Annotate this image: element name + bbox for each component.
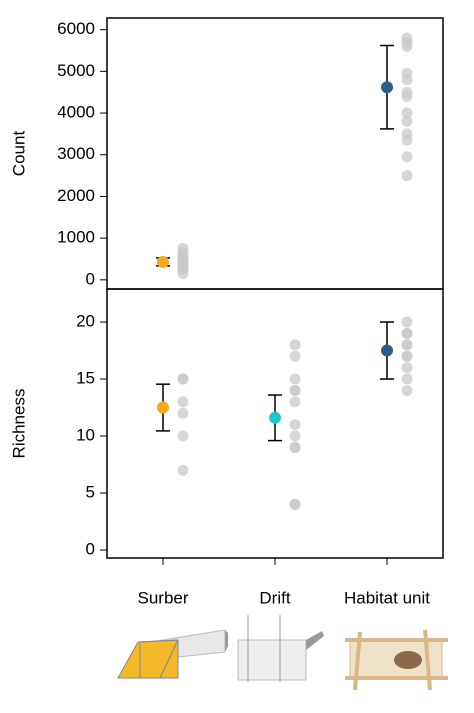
- raw-point: [401, 151, 413, 163]
- y-axis-label: Richness: [9, 389, 28, 459]
- raw-point: [401, 170, 413, 182]
- raw-point: [401, 384, 413, 396]
- raw-point: [289, 498, 301, 510]
- raw-point: [289, 384, 301, 396]
- raw-point: [401, 362, 413, 374]
- raw-point: [401, 339, 413, 351]
- x-tick-label: Drift: [259, 588, 290, 607]
- raw-point: [401, 373, 413, 385]
- y-tick-label: 20: [76, 312, 95, 331]
- raw-point: [401, 74, 413, 86]
- raw-point: [177, 396, 189, 408]
- raw-point: [289, 441, 301, 453]
- x-tick-label: Habitat unit: [344, 588, 430, 607]
- drift-icon: [237, 615, 324, 682]
- raw-point: [289, 350, 301, 362]
- raw-point: [289, 419, 301, 431]
- y-tick-label: 0: [86, 269, 95, 288]
- y-axis-label: Count: [9, 131, 28, 177]
- raw-point: [289, 396, 301, 408]
- raw-point: [177, 373, 189, 385]
- raw-point: [289, 373, 301, 385]
- raw-point: [401, 350, 413, 362]
- raw-point: [401, 40, 413, 52]
- y-tick-label: 3000: [57, 144, 95, 163]
- raw-point: [289, 430, 301, 442]
- raw-point: [401, 107, 413, 119]
- mean-point: [269, 411, 281, 424]
- y-tick-label: 4000: [57, 103, 95, 122]
- mean-point: [157, 401, 169, 414]
- y-tick-label: 5000: [57, 61, 95, 80]
- mean-point: [157, 255, 169, 268]
- raw-point: [401, 115, 413, 127]
- x-tick-label: Surber: [137, 588, 188, 607]
- raw-point: [177, 407, 189, 419]
- raw-point: [289, 339, 301, 351]
- raw-point: [177, 464, 189, 476]
- raw-point: [177, 268, 189, 280]
- y-tick-label: 0: [86, 540, 95, 559]
- mean-point: [381, 81, 393, 94]
- mean-point: [381, 344, 393, 357]
- raw-point: [401, 134, 413, 146]
- y-tick-label: 10: [76, 426, 95, 445]
- raw-point: [401, 327, 413, 339]
- raw-point: [177, 430, 189, 442]
- habitat-icon: [345, 629, 448, 691]
- y-tick-label: 15: [76, 369, 95, 388]
- raw-point: [401, 316, 413, 328]
- raw-point: [401, 90, 413, 102]
- y-tick-label: 5: [86, 483, 95, 502]
- surber-icon: [117, 629, 228, 679]
- y-tick-label: 6000: [57, 19, 95, 38]
- y-tick-label: 1000: [57, 228, 95, 247]
- y-tick-label: 2000: [57, 186, 95, 205]
- plot-frame: [106, 17, 444, 290]
